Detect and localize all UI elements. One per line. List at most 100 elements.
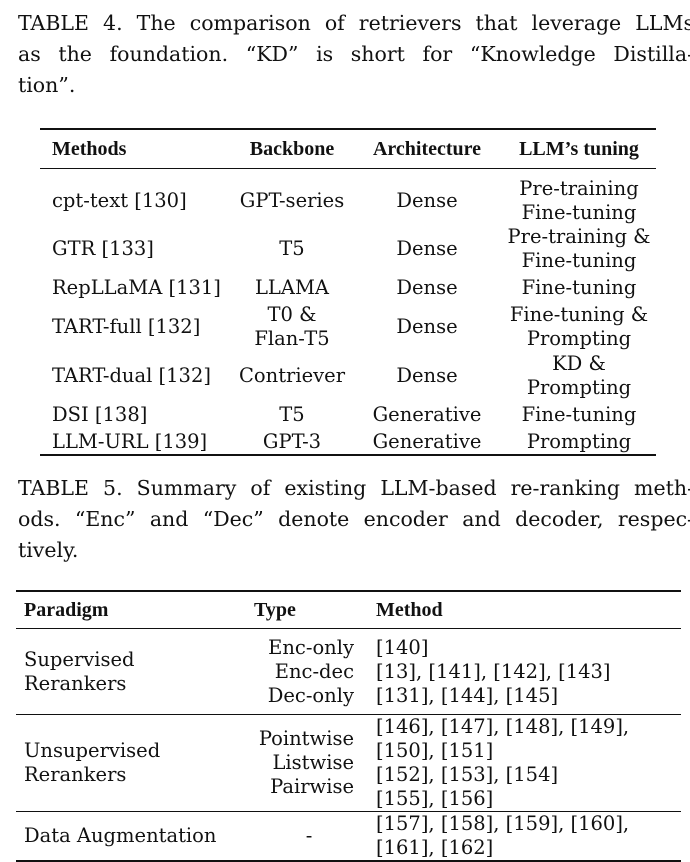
- tuning-cell: Fine-tuning: [502, 273, 656, 303]
- paradigm-cell: Unsupervised Rerankers: [16, 714, 224, 812]
- tuning-cell-line: Prompting: [526, 376, 632, 399]
- table5-caption: TABLE 5. Summary of existing LLM-based r…: [18, 473, 690, 566]
- method-cell: LLM-URL [139]: [40, 429, 232, 456]
- caption-line: ods. “Enc” and “Dec” denote encoder and …: [18, 507, 690, 531]
- architecture-cell: Dense: [396, 189, 458, 212]
- caption-line: tively.: [18, 538, 79, 562]
- type-cell: Enc-only Enc-dec Dec-only: [224, 628, 364, 715]
- architecture-cell: Dense: [396, 276, 458, 299]
- backbone-cell: T0 & Flan-T5: [232, 303, 352, 351]
- table-row: LLM-URL [139] GPT-3 Generative Prompting: [40, 429, 656, 456]
- method-cell-line: [152], [153], [154]: [376, 763, 559, 786]
- table-row: Supervised Rerankers Enc-only Enc-dec Dec-on…: [16, 628, 681, 715]
- architecture-cell: Generative: [372, 403, 482, 426]
- table-row: Data Augmentation - [157], [158], [159], […: [16, 811, 681, 862]
- col-header-backbone: Backbone: [232, 128, 352, 169]
- backbone-cell-line: T5: [279, 237, 305, 260]
- tuning-cell: KD & Prompting: [502, 351, 656, 401]
- table-row: cpt-text [130] GPT-series Dense Pre-trainin…: [40, 169, 656, 226]
- col-header-tuning: LLM’s tuning: [502, 128, 656, 169]
- paradigm-cell-line: Data Augmentation: [24, 824, 217, 847]
- tuning-cell-line: Pre-training: [519, 177, 639, 200]
- table4-caption: TABLE 4. The comparison of retrievers th…: [18, 8, 690, 101]
- tuning-cell-line: Fine-tuning: [521, 249, 637, 272]
- backbone-cell-line: GPT-series: [239, 189, 345, 212]
- backbone-cell: T5: [232, 401, 352, 429]
- method-cell-line: [146], [147], [148], [149], [150], [151]: [376, 715, 630, 762]
- backbone-cell: Contriever: [232, 351, 352, 401]
- tuning-cell-line: Fine-tuning &: [509, 303, 649, 326]
- architecture-cell: Generative: [352, 429, 502, 456]
- type-cell-line: Pointwise: [258, 727, 354, 750]
- method-cell-line: [131], [144], [145]: [376, 683, 559, 707]
- type-cell-line: Listwise: [272, 751, 354, 774]
- method-cell: [140] [13], [141], [142], [143] [131], [14…: [364, 628, 681, 715]
- method-cell-line: [140]: [376, 635, 429, 659]
- paradigm-cell-line: Rerankers: [24, 763, 127, 786]
- tuning-cell: Fine-tuning & Prompting: [502, 303, 656, 351]
- backbone-cell: T5: [232, 225, 352, 273]
- paradigm-cell: Supervised Rerankers: [16, 628, 224, 715]
- method-cell: RepLLaMA [131]: [52, 276, 221, 299]
- backbone-cell-line: Flan-T5: [254, 327, 330, 350]
- type-cell: Pointwise Listwise Pairwise: [224, 714, 364, 812]
- method-cell: [146], [147], [148], [149], [150], [151]…: [364, 714, 681, 812]
- tuning-cell-line: Pre-training &: [507, 225, 651, 248]
- tuning-cell-line: Fine-tuning: [521, 201, 637, 224]
- paradigm-cell-line: Rerankers: [24, 671, 127, 695]
- table-row: DSI [138] T5 Generative Fine-tuning: [40, 401, 656, 429]
- caption-line: tion”.: [18, 73, 76, 97]
- method-cell: TART-dual [132]: [52, 364, 211, 387]
- col-header-paradigm: Paradigm: [16, 590, 224, 629]
- tuning-cell: Pre-training Fine-tuning: [502, 169, 656, 226]
- table5: Paradigm Type Method Supervised Rerankers…: [16, 590, 681, 862]
- type-cell-line: Pairwise: [270, 775, 354, 798]
- tuning-cell-line: KD &: [552, 352, 606, 375]
- architecture-cell: Dense: [396, 315, 458, 338]
- method-cell-line: [13], [141], [142], [143]: [376, 659, 611, 683]
- tuning-cell-line: Prompting: [526, 429, 632, 453]
- backbone-cell-line: T0 &: [267, 303, 317, 326]
- table4: Methods Backbone Architecture LLM’s tuni…: [40, 128, 656, 456]
- method-cell: cpt-text [130]: [52, 189, 187, 212]
- backbone-cell-line: Contriever: [238, 364, 346, 387]
- table-row: TART-dual [132] Contriever Dense KD & Prompt…: [40, 351, 656, 401]
- table-row: GTR [133] T5 Dense Pre-training & Fine-tunin…: [40, 225, 656, 273]
- type-cell-line: -: [305, 824, 313, 847]
- paradigm-cell-line: Unsupervised: [24, 739, 161, 762]
- type-cell-line: Enc-only: [268, 635, 354, 659]
- method-cell-line: [155], [156]: [376, 787, 494, 810]
- type-cell: -: [224, 811, 364, 862]
- backbone-cell-line: LLAMA: [254, 276, 330, 299]
- type-cell-line: Enc-dec: [274, 659, 354, 683]
- table-row: RepLLaMA [131] LLAMA Dense Fine-tuning: [40, 273, 656, 303]
- col-header-type: Type: [224, 590, 364, 629]
- tuning-cell-line: Fine-tuning: [521, 276, 637, 299]
- tuning-cell-line: Fine-tuning: [521, 403, 637, 426]
- method-cell: [157], [158], [159], [160], [161], [162]: [364, 811, 681, 862]
- caption-line: TABLE 5. Summary of existing LLM-based r…: [18, 476, 690, 500]
- tuning-cell: Fine-tuning: [502, 401, 656, 429]
- method-cell: DSI [138]: [52, 403, 148, 426]
- col-header-architecture: Architecture: [352, 128, 502, 169]
- type-cell-line: Dec-only: [267, 683, 354, 707]
- table-row: Unsupervised Rerankers Pointwise Listwise Pa…: [16, 714, 681, 812]
- tuning-cell-line: Prompting: [526, 327, 632, 350]
- col-header-methods: Methods: [40, 128, 232, 169]
- backbone-cell: LLAMA: [232, 273, 352, 303]
- backbone-cell: GPT-series: [232, 169, 352, 226]
- method-cell-line: [157], [158], [159], [160], [161], [162]: [376, 812, 630, 859]
- backbone-cell: GPT-3: [232, 429, 352, 456]
- table-header-row: Methods Backbone Architecture LLM’s tuni…: [40, 128, 656, 169]
- architecture-cell: Dense: [396, 237, 458, 260]
- method-cell: GTR [133]: [52, 237, 154, 260]
- tuning-cell: Pre-training & Fine-tuning: [502, 225, 656, 273]
- table-header-row: Paradigm Type Method: [16, 590, 681, 629]
- backbone-cell-line: GPT-3: [262, 429, 322, 453]
- backbone-cell-line: T5: [279, 403, 305, 426]
- table-row: TART-full [132] T0 & Flan-T5 Dense Fine-tuni…: [40, 303, 656, 351]
- paradigm-cell-line: Supervised: [24, 647, 135, 671]
- col-header-method: Method: [364, 590, 681, 629]
- architecture-cell: Dense: [396, 364, 458, 387]
- paradigm-cell: Data Augmentation: [16, 811, 224, 862]
